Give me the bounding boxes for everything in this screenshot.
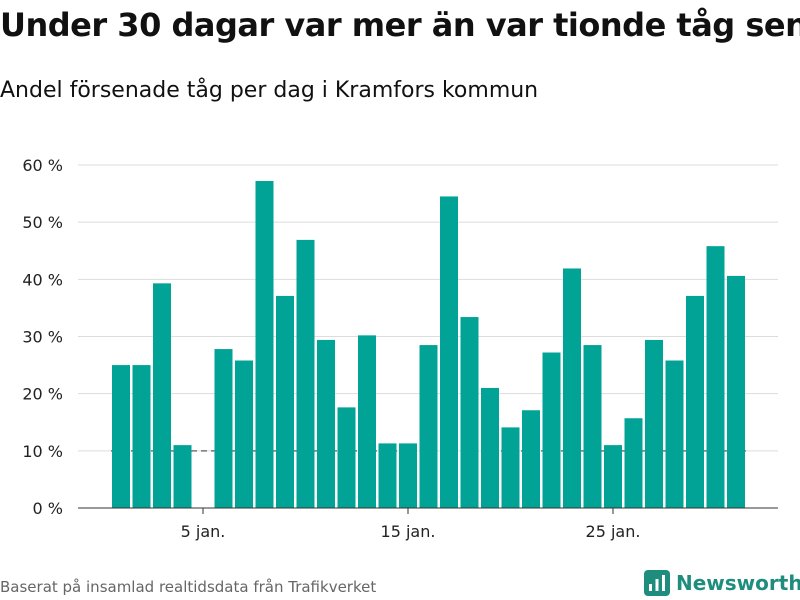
bar [358, 335, 376, 508]
bar [440, 196, 458, 509]
bar [255, 181, 274, 509]
bar [522, 410, 540, 508]
bar [337, 407, 356, 508]
brand-logo: Newsworthy [644, 570, 800, 596]
bar [645, 339, 663, 508]
y-tick-label: 0 % [33, 499, 63, 518]
x-tick-label: 15 jan. [381, 522, 436, 541]
bar [296, 239, 315, 508]
bar [132, 365, 151, 508]
bar [501, 427, 520, 508]
x-tick-label: 25 jan. [586, 522, 641, 541]
bar [276, 295, 294, 508]
y-tick-label: 50 % [22, 213, 63, 232]
x-tick-label: 5 jan. [181, 522, 226, 541]
bar [419, 345, 438, 508]
bar [686, 295, 704, 508]
bar [214, 349, 233, 508]
chart-subtitle: Andel försenade tåg per dag i Kramfors k… [0, 78, 539, 103]
newsworthy-logo-icon [644, 570, 670, 596]
y-tick-label: 10 % [22, 442, 63, 461]
bar [706, 246, 725, 508]
bar [542, 352, 561, 508]
bar [112, 365, 130, 508]
bar [583, 345, 602, 508]
bar [153, 283, 171, 508]
brand-name: Newsworthy [676, 571, 800, 595]
bar [399, 443, 417, 508]
bar [235, 360, 253, 508]
y-tick-label: 20 % [22, 385, 63, 404]
source-note: Baserat på insamlad realtidsdata från Tr… [0, 578, 377, 596]
y-tick-label: 60 % [22, 156, 63, 175]
bar [317, 339, 335, 508]
bar [624, 418, 643, 508]
bar [665, 360, 684, 508]
bar [563, 268, 581, 508]
bar [173, 445, 192, 508]
bar [481, 387, 499, 508]
bar [460, 317, 479, 508]
y-tick-label: 30 % [22, 328, 63, 347]
bar [727, 275, 745, 508]
chart-title: Under 30 dagar var mer än var tionde tåg… [0, 6, 800, 44]
bar [604, 445, 622, 508]
bar [378, 443, 397, 508]
y-tick-label: 40 % [22, 270, 63, 289]
